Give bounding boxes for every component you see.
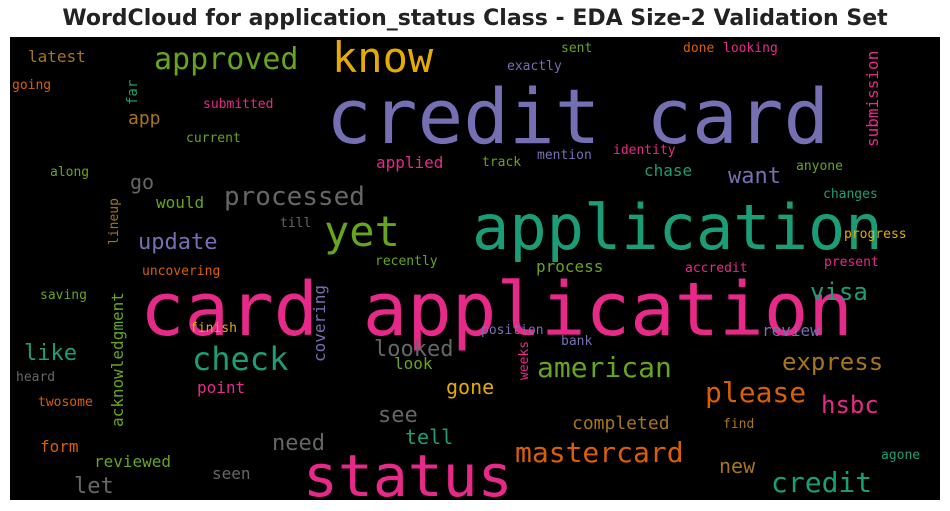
word-seen: seen <box>212 464 251 483</box>
word-gone: gone <box>446 375 495 399</box>
word-latest: latest <box>28 47 86 66</box>
word-sent: sent <box>561 41 593 56</box>
word-identity: identity <box>613 143 676 158</box>
word-position: position <box>481 323 544 338</box>
word-bank: bank <box>561 334 593 349</box>
word-mention: mention <box>537 148 592 163</box>
word-yet: yet <box>324 207 400 256</box>
word-far: far <box>125 79 141 105</box>
word-processed: processed <box>224 182 365 212</box>
word-card-application: card application <box>140 267 853 353</box>
word-process: process <box>536 257 604 276</box>
word-heard: heard <box>16 370 56 385</box>
word-weeks: weeks <box>517 340 532 380</box>
word-completed: completed <box>572 413 670 434</box>
word-reviewed: reviewed <box>94 452 172 471</box>
word-anyone: anyone <box>796 159 843 174</box>
word-need: need <box>272 431 325 456</box>
word-progress: progress <box>844 227 907 242</box>
word-want: want <box>728 164 781 189</box>
word-credit-card: credit card <box>326 72 830 161</box>
word-approved: approved <box>154 42 299 77</box>
word-express: express <box>782 348 884 376</box>
word-tell: tell <box>405 425 454 449</box>
word-new: new <box>719 454 756 478</box>
word-credit: credit <box>771 466 873 499</box>
word-mastercard: mastercard <box>515 436 684 469</box>
word-twosome: twosome <box>38 395 93 410</box>
word-going: going <box>12 78 52 93</box>
word-point: point <box>197 378 246 397</box>
word-finish: finish <box>190 321 237 336</box>
word-american: american <box>537 351 672 384</box>
word-visa: visa <box>810 278 868 306</box>
word-look: look <box>394 354 433 373</box>
word-accredit: accredit <box>685 261 748 276</box>
word-saving: saving <box>40 288 87 303</box>
word-chase: chase <box>644 161 693 180</box>
word-exactly: exactly <box>507 59 562 74</box>
word-till: till <box>280 216 312 231</box>
word-changes: changes <box>823 187 878 202</box>
word-application: application <box>472 191 883 264</box>
word-find: find <box>723 417 755 432</box>
word-current: current <box>186 131 241 146</box>
word-uncovering: uncovering <box>142 264 221 279</box>
word-check: check <box>192 340 289 378</box>
word-lineup: lineup <box>107 198 122 245</box>
word-done: done <box>683 41 715 56</box>
word-like: like <box>24 341 77 366</box>
word-recently: recently <box>375 254 438 269</box>
word-update: update <box>138 230 218 255</box>
word-looked: looked <box>374 337 454 362</box>
word-go: go <box>130 170 155 194</box>
word-please: please <box>705 376 807 409</box>
word-covering: covering <box>310 284 329 362</box>
word-acknowledgment: acknowledgment <box>108 292 127 427</box>
word-track: track <box>482 155 522 170</box>
word-applied: applied <box>376 153 444 172</box>
word-hsbc: hsbc <box>821 391 879 419</box>
word-submission: submission <box>863 50 882 147</box>
word-agone: agone <box>881 448 921 463</box>
word-would: would <box>156 193 205 212</box>
word-cloud-canvas: credit card card application application st… <box>10 37 940 500</box>
word-see: see <box>378 403 418 428</box>
chart-title: WordCloud for application_status Class -… <box>62 6 888 31</box>
word-let: let <box>74 474 114 499</box>
word-review: review <box>762 321 820 340</box>
word-know: know <box>332 37 434 82</box>
word-along: along <box>50 165 90 180</box>
word-form: form <box>40 437 79 456</box>
word-submitted: submitted <box>203 97 274 112</box>
word-present: present <box>824 255 879 270</box>
word-status: status <box>303 442 513 500</box>
word-app: app <box>128 108 161 129</box>
word-looking: looking <box>723 41 778 56</box>
